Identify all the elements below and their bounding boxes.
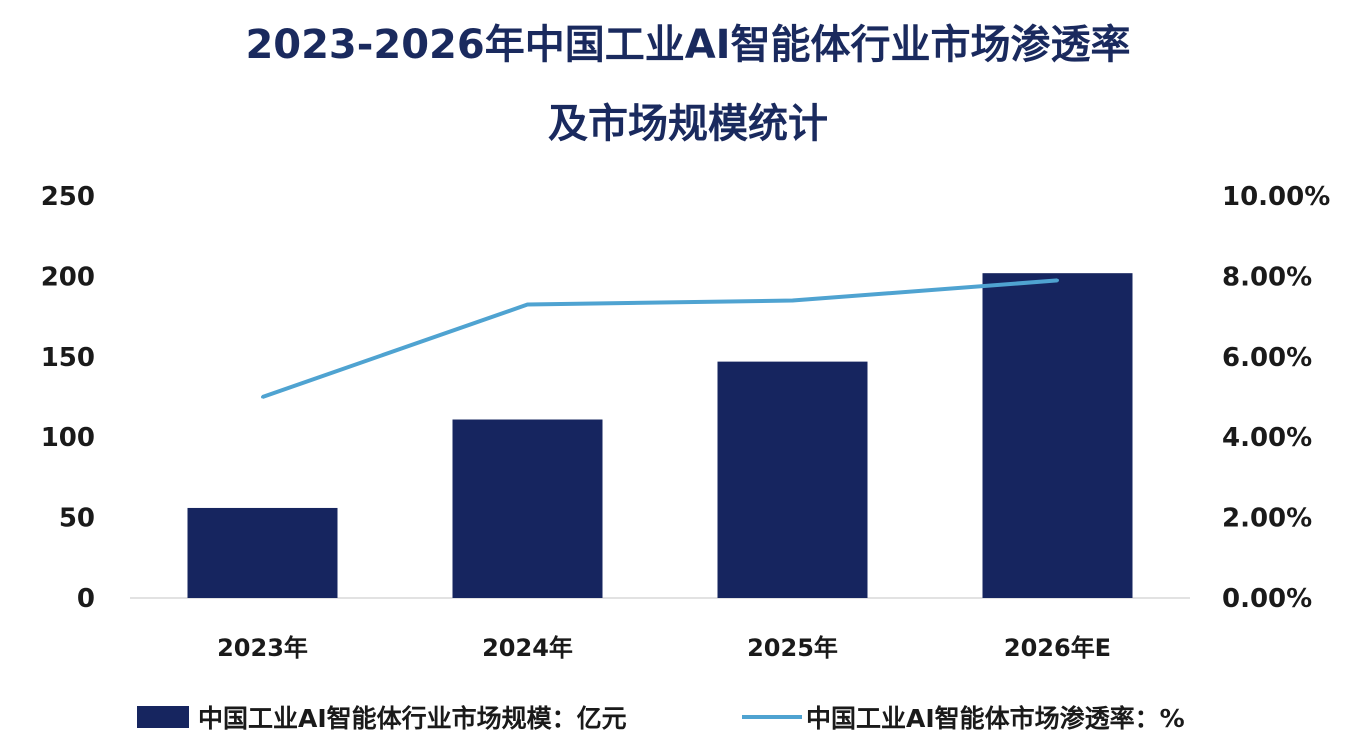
bar	[717, 361, 868, 598]
right-tick-label: 4.00%	[1222, 423, 1312, 453]
line-point	[791, 299, 794, 303]
bar-series	[187, 273, 1133, 598]
left-tick-label: 200	[41, 262, 95, 292]
left-tick-label: 50	[59, 504, 95, 534]
left-tick-label: 0	[77, 584, 95, 614]
left-tick-label: 100	[41, 423, 95, 453]
right-axis: 10.00% 8.00% 6.00% 4.00% 2.00% 0.00%	[1222, 182, 1330, 614]
chart-title-line2: 及市场规模统计	[548, 101, 828, 147]
legend-line-label: 中国工业AI智能体市场渗透率：%	[806, 704, 1185, 733]
line-point	[526, 303, 529, 307]
left-tick-label: 250	[41, 182, 95, 212]
line-point	[1056, 278, 1059, 282]
legend-bar-swatch	[137, 706, 189, 728]
right-tick-label: 2.00%	[1222, 504, 1312, 534]
x-tick-label: 2026年E	[1004, 634, 1111, 662]
right-tick-label: 6.00%	[1222, 343, 1312, 373]
legend: 中国工业AI智能体行业市场规模：亿元 中国工业AI智能体市场渗透率：%	[137, 704, 1185, 733]
left-axis: 250 200 150 100 50 0	[41, 182, 95, 614]
left-tick-label: 150	[41, 343, 95, 373]
penetration-line	[261, 278, 1058, 399]
line-point	[261, 395, 264, 399]
right-tick-label: 8.00%	[1222, 262, 1312, 292]
x-axis: 2023年 2024年 2025年 2026年E	[217, 634, 1111, 662]
right-tick-label: 0.00%	[1222, 584, 1312, 614]
x-tick-label: 2025年	[747, 634, 838, 662]
bar	[982, 273, 1133, 598]
bar	[187, 507, 338, 598]
chart-title-line1: 2023-2026年中国工业AI智能体行业市场渗透率	[245, 22, 1130, 68]
line-series	[261, 278, 1059, 399]
x-tick-label: 2024年	[482, 634, 573, 662]
x-tick-label: 2023年	[217, 634, 308, 662]
legend-bar-label: 中国工业AI智能体行业市场规模：亿元	[198, 704, 627, 733]
right-tick-label: 10.00%	[1222, 182, 1330, 212]
bar	[452, 419, 603, 598]
